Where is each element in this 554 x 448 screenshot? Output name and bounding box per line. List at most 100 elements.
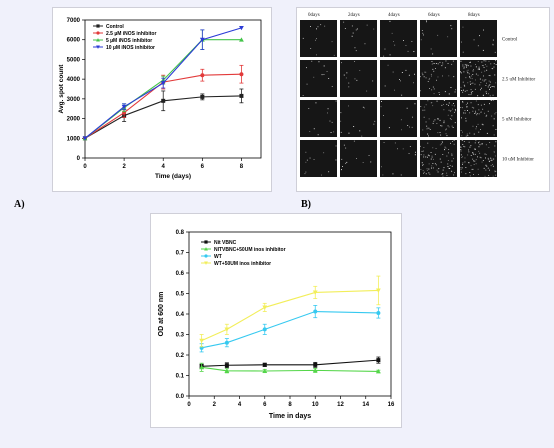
speckle <box>482 160 484 161</box>
speckle <box>442 175 444 177</box>
speckle <box>340 112 342 114</box>
speckle <box>464 146 466 148</box>
speckle <box>462 163 463 165</box>
speckle <box>435 63 437 64</box>
speckle <box>478 68 480 69</box>
speckle <box>309 131 311 132</box>
speckle <box>435 148 437 149</box>
speckle <box>372 80 374 82</box>
speckle <box>450 110 452 111</box>
speckle <box>495 171 497 172</box>
speckle <box>442 169 444 171</box>
y-tick-label: 2000 <box>67 117 81 123</box>
speckle <box>461 117 462 119</box>
speckle <box>409 146 411 147</box>
speckle <box>464 85 466 87</box>
speckle <box>462 107 463 109</box>
speckle <box>453 158 454 160</box>
speckle <box>460 72 462 74</box>
speckle <box>478 141 480 143</box>
speckle <box>492 125 494 127</box>
speckle <box>455 110 456 112</box>
speckle <box>341 169 342 171</box>
speckle <box>471 168 473 170</box>
speckle <box>487 159 489 161</box>
speckle <box>340 120 342 122</box>
speckle <box>470 91 472 93</box>
speckle <box>432 68 434 70</box>
speckle <box>491 115 493 117</box>
speckle <box>408 153 410 154</box>
speckle <box>465 167 467 168</box>
speckle <box>441 104 443 106</box>
speckle <box>489 95 491 97</box>
speckle <box>466 66 467 68</box>
speckle <box>448 109 450 111</box>
data-point <box>376 358 381 363</box>
micrograph-tile <box>420 20 457 57</box>
speckle <box>447 63 449 64</box>
speckle <box>466 70 468 72</box>
speckle <box>488 80 490 82</box>
speckle <box>484 79 486 81</box>
speckle <box>471 78 473 80</box>
series-line <box>201 289 379 342</box>
speckle <box>346 72 348 74</box>
y-tick-label: 4000 <box>67 77 81 83</box>
speckle <box>430 158 432 160</box>
y-tick-label: 0.1 <box>176 374 185 380</box>
speckle <box>423 116 425 118</box>
x-tick-label: 16 <box>388 402 395 408</box>
speckle <box>400 80 401 82</box>
speckle <box>451 125 453 127</box>
speckle <box>425 77 427 79</box>
speckle <box>473 164 475 165</box>
speckle <box>461 140 463 141</box>
speckle <box>392 173 394 175</box>
speckle <box>471 93 473 95</box>
row-label: 5 uM Inhibitor <box>502 118 532 123</box>
speckle <box>431 61 433 62</box>
speckle <box>452 127 454 128</box>
speckle <box>474 160 476 162</box>
speckle <box>451 63 453 65</box>
y-tick-label: 0.6 <box>176 271 185 277</box>
speckle <box>493 151 495 153</box>
speckle <box>489 88 490 90</box>
speckle <box>493 66 495 68</box>
speckle <box>439 61 441 63</box>
speckle <box>428 155 430 157</box>
speckle <box>447 166 449 168</box>
speckle <box>406 107 408 109</box>
speckle <box>489 169 490 171</box>
data-point <box>200 73 205 78</box>
speckle <box>427 142 429 144</box>
speckle <box>478 146 480 148</box>
column-header: 0days <box>308 13 320 18</box>
speckle <box>467 71 468 73</box>
speckle <box>470 102 472 104</box>
speckle <box>432 62 434 64</box>
speckle <box>484 70 486 72</box>
speckle <box>468 162 470 164</box>
speckle <box>491 68 493 69</box>
tile-background <box>300 100 337 137</box>
speckle <box>341 158 343 160</box>
speckle <box>460 146 462 148</box>
speckle <box>474 88 476 90</box>
speckle <box>469 172 471 173</box>
data-point <box>239 37 244 42</box>
speckle <box>478 142 479 144</box>
tile-background <box>380 100 417 137</box>
chart-c-frame: 0 2 4 6 8 10 12 14 16 0.0 0.1 0.2 0.3 0.4 0.5 0.6 0.7 0.8… <box>150 213 402 428</box>
speckle <box>433 63 435 64</box>
speckle <box>470 145 472 147</box>
speckle <box>488 60 490 62</box>
speckle <box>302 95 304 96</box>
speckle <box>425 71 427 73</box>
speckle <box>486 132 488 134</box>
speckle <box>490 100 492 101</box>
x-tick-label: 12 <box>337 402 344 408</box>
speckle <box>460 107 462 108</box>
speckle <box>348 105 349 107</box>
